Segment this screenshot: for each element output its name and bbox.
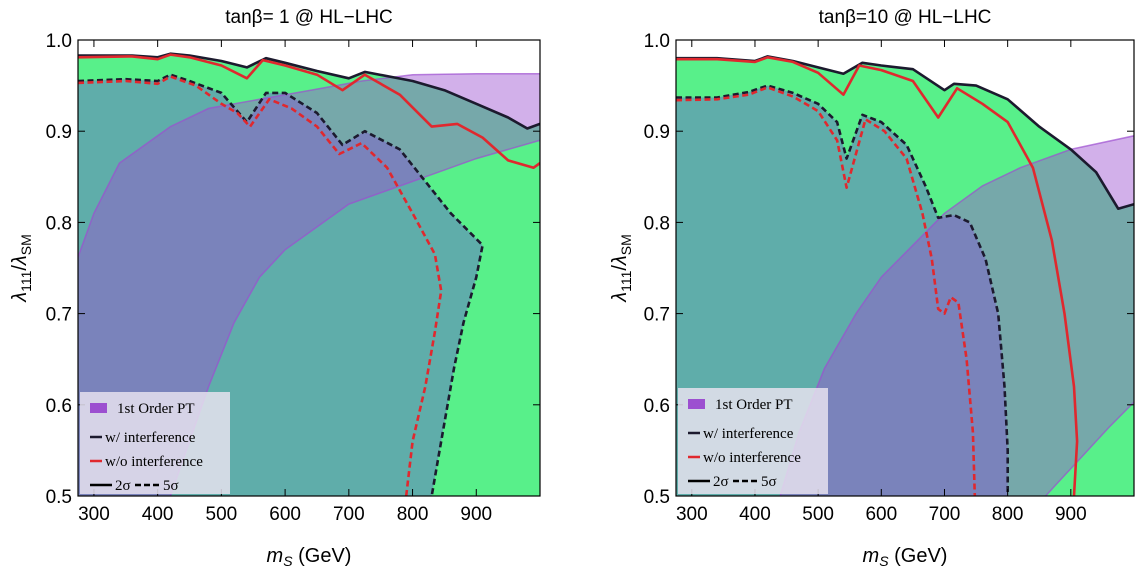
legend-label-with: w/ interference [105,430,196,446]
x-tick-label: 400 [142,504,174,525]
x-tick-label: 500 [206,504,238,525]
legend-label-2sigma: 2σ [115,478,131,494]
plot-area [78,52,540,496]
y-tick-label: 0.9 [46,122,72,143]
legend: 1st Order PT w/ interference w/o interfe… [80,392,230,494]
x-axis-label: mS (GeV) [863,545,948,569]
legend-label-pt: 1st Order PT [117,401,195,417]
legend-label-pt: 1st Order PT [715,397,793,413]
x-tick-label: 600 [865,504,897,525]
y-tick-label: 1.0 [46,31,72,52]
line-w-interference-5sigma [676,84,1009,496]
line-w-interference-5sigma [78,73,484,496]
y-tick-label: 0.6 [46,396,72,417]
line-wo-interference-2sigma [676,56,1079,496]
chart-title: tanβ=10 @ HL−LHC [819,7,992,28]
y-tick-label: 0.5 [46,487,72,508]
chart-title: tanβ= 1 @ HL−LHC [225,7,393,28]
x-tick-label: 300 [78,504,110,525]
axis-ticks: 300 400 500 600 700 800 900 0.5 0.6 0.7 0.8 0.9 1.0 [644,31,1134,525]
x-tick-label: 900 [1055,504,1087,525]
line-wo-interference-5sigma [78,75,443,496]
legend-swatch-pt [688,399,705,409]
y-tick-label: 0.5 [644,487,670,508]
panel-left: tanβ= 1 @ HL−LHC 300 400 500 600 700 800 900 0.… [9,7,541,569]
x-tick-label: 700 [333,504,365,525]
line-wo-interference-5sigma [676,86,977,496]
y-tick-label: 0.8 [46,213,72,234]
plot-frame [77,39,541,497]
legend: 1st Order PT w/ interference w/o interfe… [678,388,828,494]
region-5sigma-with-interference [78,74,483,496]
x-tick-label: 300 [676,504,708,525]
legend-label-2sigma: 2σ [713,474,729,490]
y-tick-label: 0.8 [644,213,670,234]
y-axis-label: λ111/λSM [9,234,34,303]
plot-frame [675,39,1135,497]
legend-label-5sigma: 5σ [761,474,777,490]
y-tick-label: 0.7 [46,305,72,326]
x-tick-label: 700 [929,504,961,525]
y-tick-label: 0.9 [644,122,670,143]
legend-label-without: w/o interference [105,454,203,470]
panel-right: tanβ=10 @ HL−LHC 300 400 500 600 700 800 900 0.… [609,7,1135,569]
y-tick-label: 1.0 [644,31,670,52]
y-axis-label: λ111/λSM [609,234,634,303]
x-tick-label: 500 [802,504,834,525]
x-axis-label: mS (GeV) [267,545,352,569]
legend-swatch-pt [90,403,107,413]
x-tick-label: 400 [739,504,771,525]
x-tick-label: 800 [397,504,429,525]
legend-label-5sigma: 5σ [163,478,179,494]
line-wo-interference-2sigma [78,53,540,169]
legend-label-without: w/o interference [703,450,801,466]
y-tick-label: 0.6 [644,396,670,417]
x-tick-label: 900 [460,504,492,525]
legend-label-with: w/ interference [703,426,794,442]
axis-ticks: 300 400 500 600 700 800 900 0.5 0.6 0.7 0.8 0.9 1.0 [46,31,540,525]
y-tick-label: 0.7 [644,305,670,326]
x-tick-label: 600 [269,504,301,525]
x-tick-label: 800 [992,504,1024,525]
